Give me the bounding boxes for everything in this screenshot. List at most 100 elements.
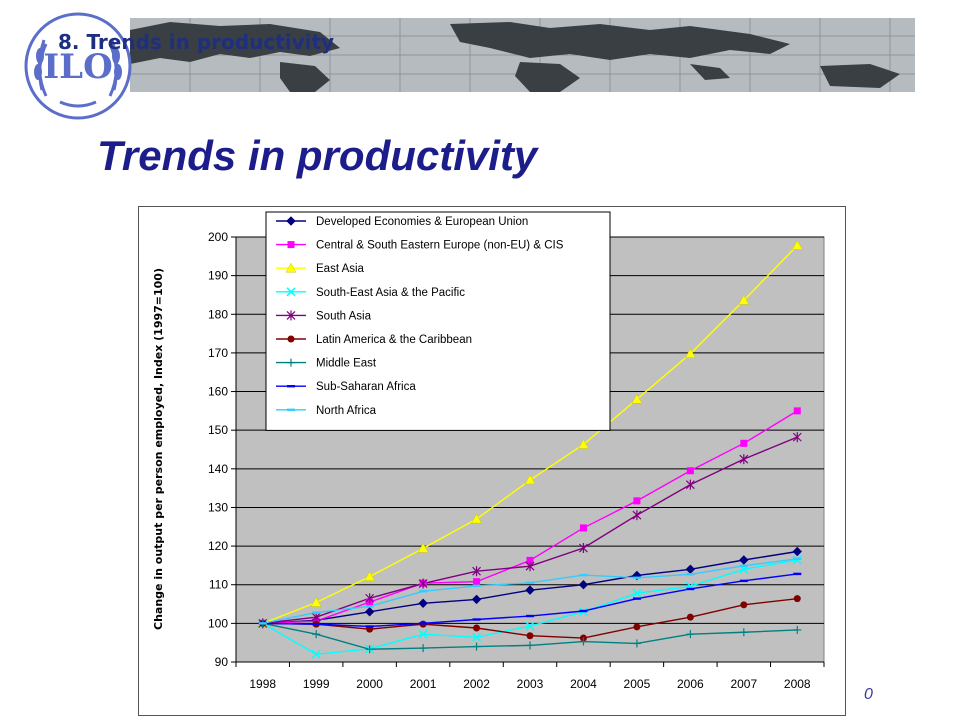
world-map-image (130, 18, 915, 92)
x-tick-label: 2004 (570, 677, 597, 691)
data-point (524, 474, 536, 485)
data-point (579, 524, 587, 532)
data-point (793, 407, 801, 415)
data-point (418, 629, 428, 639)
x-tick-label: 2007 (730, 677, 757, 691)
legend-marker (287, 335, 295, 343)
data-point (418, 598, 428, 608)
legend-marker (285, 262, 297, 273)
data-point (525, 585, 535, 595)
legend-label: South Asia (316, 310, 372, 322)
data-point (526, 581, 534, 584)
data-point (793, 572, 802, 576)
data-point (686, 613, 694, 621)
x-tick-labels: 1998 1999 2000 2001 2002 2003 2004 2005 2006 2007… (249, 677, 811, 691)
data-point (579, 609, 588, 613)
y-tick-label: 190 (208, 269, 228, 283)
legend-entry: Middle East (276, 358, 377, 370)
data-point (472, 642, 481, 651)
x-tick-label: 2003 (517, 677, 544, 691)
data-point (472, 632, 482, 642)
data-point (419, 644, 428, 653)
legend-marker (286, 287, 296, 297)
legend-entry: East Asia (276, 262, 365, 275)
data-point (686, 587, 695, 591)
data-point (473, 578, 481, 586)
productivity-line-chart: 90 100 110 120 130 140 150 160 170 180 190 200 1998… (152, 211, 825, 691)
legend-entry: Central & South Eastern Europe (non-EU) … (276, 240, 564, 252)
data-point (579, 637, 588, 646)
legend-label: Middle East (316, 358, 377, 370)
y-tick-label: 120 (208, 539, 228, 553)
legend-label: Developed Economies & European Union (316, 216, 528, 228)
legend-label: Central & South Eastern Europe (non-EU) … (316, 240, 564, 252)
header-banner (130, 18, 915, 92)
marker-stroke (418, 629, 428, 639)
data-point (419, 590, 428, 593)
legend-label: Sub-Saharan Africa (316, 381, 416, 393)
y-axis-label: Change in output per person employed, In… (152, 268, 165, 630)
data-point (311, 649, 321, 659)
data-point (365, 625, 374, 628)
marker-stroke (472, 632, 482, 642)
legend-entry: South Asia (276, 310, 372, 322)
data-point (633, 497, 641, 505)
data-point (312, 630, 321, 639)
data-point (418, 578, 428, 589)
data-point (258, 622, 267, 625)
marker-stroke (525, 621, 535, 631)
y-tick-labels: 90 100 110 120 130 140 150 160 170 180 190 200 (208, 230, 228, 669)
data-point (525, 561, 535, 572)
marker-stroke (286, 287, 296, 297)
data-point (632, 597, 641, 600)
legend-entry: Sub-Saharan Africa (276, 381, 416, 393)
data-point (473, 624, 481, 632)
data-point (526, 641, 534, 650)
legend-entry: Developed Economies & European Union (276, 216, 528, 228)
data-point (684, 348, 696, 358)
legend-marker (287, 408, 295, 411)
legend-marker (286, 310, 296, 321)
data-point (578, 438, 589, 449)
data-point (526, 614, 534, 618)
legend-marker (287, 241, 295, 249)
y-tick-label: 90 (215, 655, 229, 669)
data-point (365, 645, 374, 654)
y-tick-label: 100 (208, 616, 228, 630)
y-tick-label: 180 (208, 307, 228, 321)
marker-stroke (632, 588, 642, 598)
data-point (685, 479, 695, 490)
data-point (740, 601, 748, 609)
series-markers (257, 239, 803, 659)
y-tick-label: 200 (208, 230, 228, 244)
data-point (579, 573, 588, 577)
data-point (791, 239, 803, 250)
y-tick-label: 160 (208, 385, 228, 399)
data-point (526, 632, 534, 640)
legend-entry: North Africa (276, 405, 377, 417)
legend-entry: Latin America & the Caribbean (276, 334, 472, 346)
slide-title: Trends in productivity (97, 132, 538, 179)
x-tick-label: 1999 (303, 677, 330, 691)
legend-box (265, 211, 611, 431)
data-point (686, 630, 695, 639)
legend-marker (287, 358, 295, 367)
y-tick-label: 150 (208, 423, 228, 437)
data-point (740, 439, 748, 447)
data-point (579, 543, 588, 554)
data-point (739, 564, 748, 567)
data-point (792, 432, 802, 443)
legend-label: Latin America & the Caribbean (316, 334, 472, 346)
data-point (310, 596, 322, 607)
data-point (472, 618, 481, 621)
data-point (472, 566, 481, 577)
data-point (364, 607, 375, 617)
section-label: 8. Trends in productivity (58, 30, 335, 54)
data-point (793, 595, 801, 603)
ilo-emblem-icon: ILO (24, 12, 132, 120)
data-point (417, 542, 429, 553)
legend-label: East Asia (316, 263, 365, 275)
data-point (792, 546, 802, 557)
legend-entry: South-East Asia & the Pacific (276, 287, 465, 299)
data-point (632, 588, 642, 598)
